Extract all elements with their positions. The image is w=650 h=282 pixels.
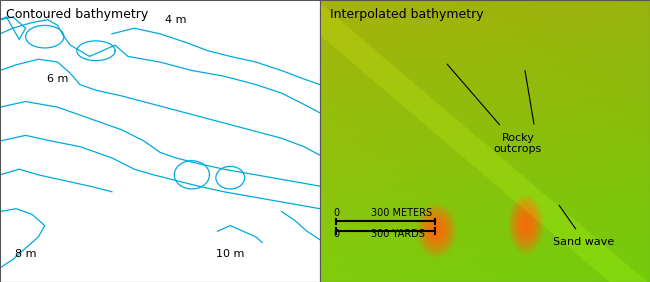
Text: 8 m: 8 m bbox=[15, 249, 36, 259]
Text: Contoured bathymetry: Contoured bathymetry bbox=[6, 8, 149, 21]
Text: 4 m: 4 m bbox=[165, 15, 187, 25]
Text: 300 YARDS: 300 YARDS bbox=[371, 229, 425, 239]
Text: 0: 0 bbox=[333, 229, 339, 239]
Text: 10 m: 10 m bbox=[216, 249, 244, 259]
Text: Rocky
outcrops: Rocky outcrops bbox=[494, 133, 542, 154]
Text: Sand wave: Sand wave bbox=[553, 237, 615, 247]
Text: Interpolated bathymetry: Interpolated bathymetry bbox=[330, 8, 484, 21]
Text: 300 METERS: 300 METERS bbox=[371, 208, 432, 218]
Text: 0: 0 bbox=[333, 208, 339, 218]
Text: 6 m: 6 m bbox=[47, 74, 68, 84]
